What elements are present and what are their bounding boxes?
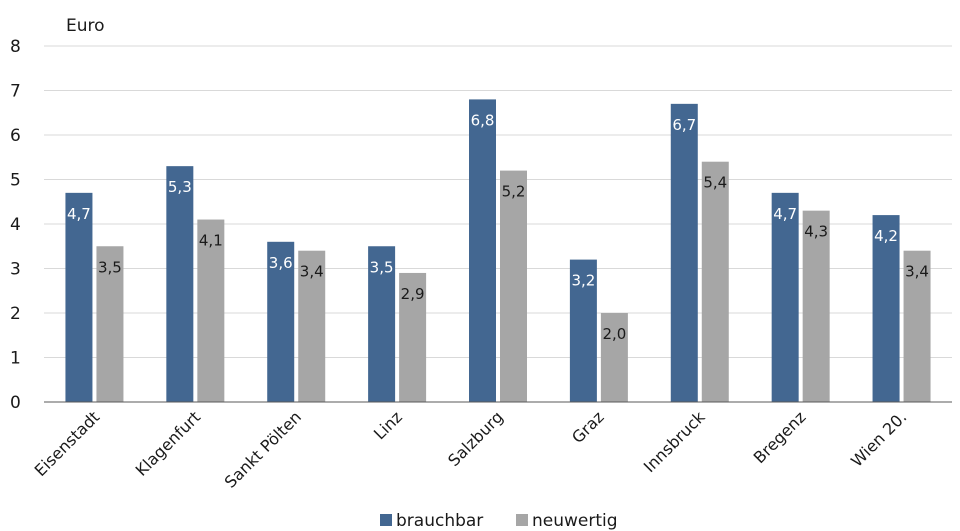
y-tick-label: 8 xyxy=(10,37,21,57)
bar-brauchbar xyxy=(65,192,93,402)
bar-brauchbar xyxy=(670,103,698,402)
data-label-brauchbar: 3,6 xyxy=(269,254,293,272)
y-tick-label: 3 xyxy=(10,260,21,280)
data-label-neuwertig: 2,0 xyxy=(602,325,626,343)
y-tick-label: 2 xyxy=(10,304,21,324)
data-label-neuwertig: 5,2 xyxy=(502,183,526,201)
data-label-brauchbar: 5,3 xyxy=(168,178,192,196)
category-label: Innsbruck xyxy=(640,407,709,476)
bars xyxy=(65,99,931,403)
data-labels: 4,7 3,5 5,3 4,1 3,6 3,4 3,5 2,9 6,8 5,2 3,2 2,0 6,7 5… xyxy=(67,111,929,343)
bar-brauchbar xyxy=(469,99,496,403)
bar-neuwertig xyxy=(802,210,830,402)
data-label-brauchbar: 3,5 xyxy=(370,258,394,276)
data-label-neuwertig: 2,9 xyxy=(401,285,425,303)
y-tick-label: 1 xyxy=(10,349,21,369)
data-label-neuwertig: 3,4 xyxy=(300,263,324,281)
data-label-brauchbar: 4,7 xyxy=(67,205,91,223)
data-label-neuwertig: 3,5 xyxy=(98,258,122,276)
bar-neuwertig xyxy=(298,250,326,402)
bar-brauchbar xyxy=(771,192,799,402)
data-label-brauchbar: 4,2 xyxy=(874,227,898,245)
legend-swatch-neuwertig xyxy=(516,514,528,526)
y-axis-unit-label: Euro xyxy=(66,16,105,36)
category-label: Bregenz xyxy=(750,407,810,467)
category-label: Eisenstadt xyxy=(31,407,104,480)
y-tick-label: 7 xyxy=(10,82,21,102)
category-label: Graz xyxy=(568,407,608,447)
bar-neuwertig xyxy=(600,313,628,402)
bar-brauchbar xyxy=(267,241,295,402)
data-label-brauchbar: 6,8 xyxy=(471,111,495,129)
bar-brauchbar xyxy=(368,246,396,402)
data-label-neuwertig: 4,1 xyxy=(199,232,223,250)
bar-neuwertig xyxy=(903,250,931,402)
legend-swatch-brauchbar xyxy=(380,514,392,526)
category-label: Wien 20. xyxy=(847,407,910,470)
data-label-brauchbar: 6,7 xyxy=(672,116,696,134)
data-label-neuwertig: 5,4 xyxy=(703,174,727,192)
y-tick-label: 6 xyxy=(10,126,21,146)
bar-brauchbar xyxy=(872,215,900,402)
data-label-neuwertig: 4,3 xyxy=(804,223,828,241)
legend-label-brauchbar: brauchbar xyxy=(396,511,483,531)
legend: brauchbar neuwertig xyxy=(380,511,618,531)
category-label: Salzburg xyxy=(444,407,507,470)
x-axis-category-labels: Eisenstadt Klagenfurt Sankt Pölten Linz Salz… xyxy=(31,407,911,492)
category-label: Linz xyxy=(370,407,406,443)
bar-brauchbar xyxy=(569,259,597,402)
category-label: Klagenfurt xyxy=(132,407,204,479)
bar-brauchbar xyxy=(166,166,194,402)
y-tick-label: 4 xyxy=(10,215,21,235)
gridlines xyxy=(44,45,952,358)
legend-label-neuwertig: neuwertig xyxy=(532,511,618,531)
bar-neuwertig xyxy=(701,161,729,402)
category-label: Sankt Pölten xyxy=(221,407,305,491)
y-tick-label: 5 xyxy=(10,171,21,191)
bar-neuwertig xyxy=(500,170,527,402)
data-label-neuwertig: 3,4 xyxy=(905,263,929,281)
bar-neuwertig xyxy=(197,219,225,402)
bar-neuwertig xyxy=(96,246,124,402)
y-axis-ticks: 0 1 2 3 4 5 6 7 8 xyxy=(10,37,21,413)
y-tick-label: 0 xyxy=(10,393,21,413)
data-label-brauchbar: 3,2 xyxy=(571,272,595,290)
bar-neuwertig xyxy=(399,272,427,402)
data-label-brauchbar: 4,7 xyxy=(773,205,797,223)
